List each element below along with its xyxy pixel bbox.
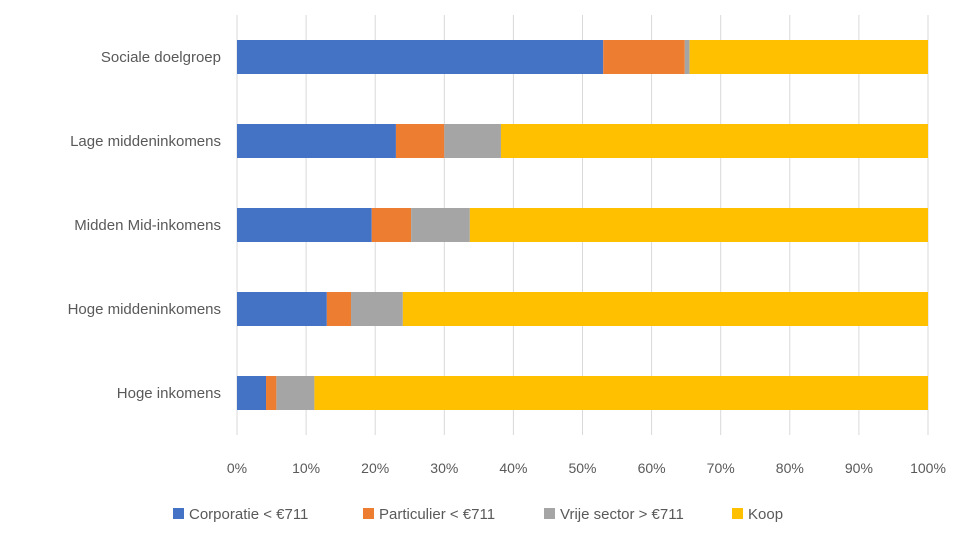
bar-segment [684, 40, 690, 74]
category-label: Hoge middeninkomens [68, 301, 221, 318]
bar-segment [237, 292, 327, 326]
bar-segment [314, 376, 929, 410]
bar-segment [326, 292, 352, 326]
legend-swatch [363, 508, 374, 519]
bar-segment [351, 292, 403, 326]
x-tick-label: 20% [361, 460, 389, 476]
legend-item: Vrije sector > €711 [544, 506, 684, 523]
legend-swatch [732, 508, 743, 519]
bar-segment [411, 208, 470, 242]
x-tick-label: 0% [227, 460, 247, 476]
x-tick-label: 70% [707, 460, 735, 476]
x-tick-label: 80% [776, 460, 804, 476]
x-tick-label: 60% [638, 460, 666, 476]
x-tick-label: 40% [499, 460, 527, 476]
bar-segment [237, 376, 267, 410]
legend-item: Koop [732, 506, 783, 523]
category-label: Midden Mid-inkomens [74, 217, 221, 234]
bar-segment [500, 124, 928, 158]
legend: Corporatie < €711 Particulier < €711 Vrije… [173, 506, 783, 523]
legend-label: Koop [748, 506, 783, 523]
x-tick-label: 50% [568, 460, 596, 476]
legend-label: Vrije sector > €711 [560, 506, 684, 523]
bar-segment [603, 40, 685, 74]
bars [237, 40, 929, 410]
legend-label: Corporatie < €711 [189, 506, 308, 523]
category-label: Hoge inkomens [117, 385, 221, 402]
legend-item: Particulier < €711 [363, 506, 495, 523]
legend-swatch [173, 508, 184, 519]
x-tick-label: 100% [910, 460, 946, 476]
bar-segment [276, 376, 315, 410]
bar-segment [402, 292, 929, 326]
bar-segment [469, 208, 928, 242]
legend-label: Particulier < €711 [379, 506, 495, 523]
legend-swatch [544, 508, 555, 519]
bar-segment [444, 124, 501, 158]
x-tick-labels: 0% 10% 20% 30% 40% 50% 60% 70% 80% 90% 100% [227, 460, 946, 476]
bar-segment [237, 40, 604, 74]
legend-item: Corporatie < €711 [173, 506, 308, 523]
category-label: Sociale doelgroep [101, 49, 221, 66]
bar-segment [266, 376, 277, 410]
category-label: Lage middeninkomens [70, 133, 221, 150]
bar-segment [237, 124, 396, 158]
x-tick-label: 90% [845, 460, 873, 476]
x-tick-label: 10% [292, 460, 320, 476]
bar-segment [689, 40, 928, 74]
bar-segment [395, 124, 445, 158]
bar-segment [237, 208, 372, 242]
category-labels: Sociale doelgroep Lage middeninkomens Midd… [68, 49, 221, 402]
bar-segment [371, 208, 412, 242]
x-tick-label: 30% [430, 460, 458, 476]
